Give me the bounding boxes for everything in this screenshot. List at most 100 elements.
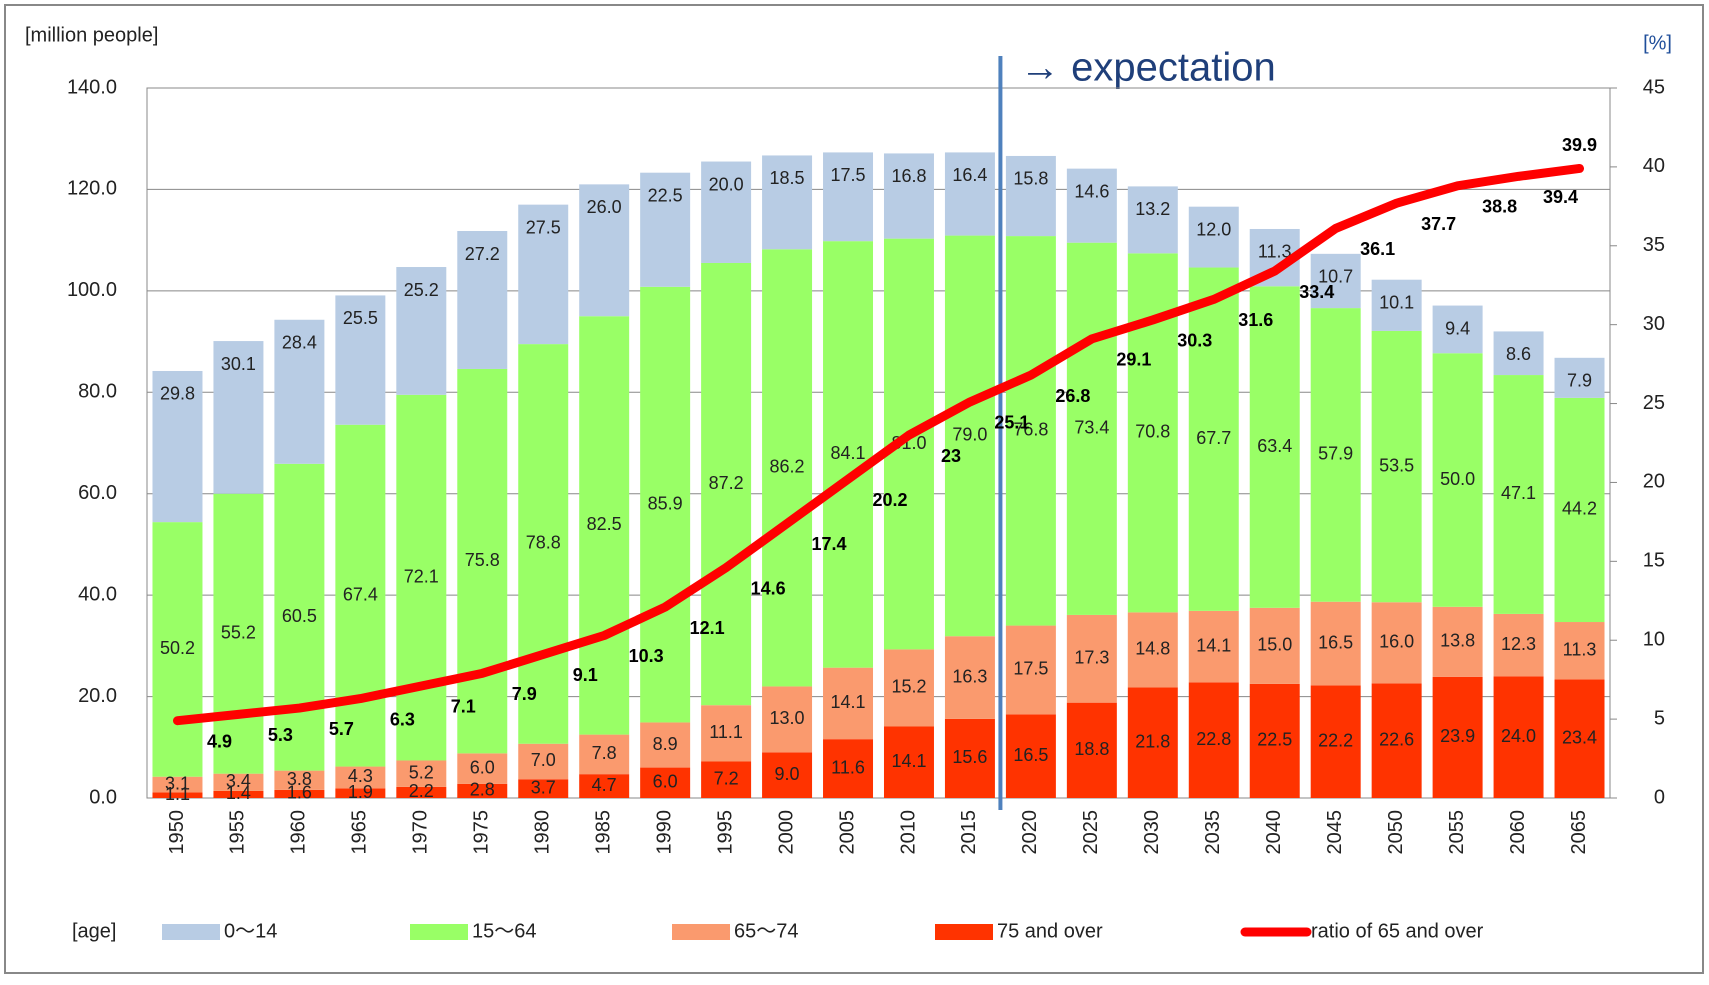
data-label: 87.2	[709, 473, 744, 493]
bar-segment	[1493, 375, 1544, 614]
y2-tick-label: 10	[1643, 629, 1665, 651]
data-label: 1.9	[348, 782, 373, 802]
data-label: 22.5	[648, 185, 683, 205]
bar-segment	[1493, 676, 1544, 798]
x-tick-label: 1955	[227, 810, 249, 855]
ratio-line	[172, 163, 1585, 726]
bar-segment	[335, 424, 386, 767]
data-label: 75.8	[465, 550, 500, 570]
bar-segment	[640, 722, 691, 768]
bar-segment	[1554, 679, 1605, 798]
bar-segment	[213, 790, 264, 798]
bar-segment	[1005, 625, 1056, 715]
x-tick-label: 1960	[288, 810, 310, 855]
x-tick-label: 2005	[836, 810, 858, 855]
bar-segment	[1066, 168, 1117, 243]
data-label: 26.0	[587, 197, 622, 217]
bar-segment	[1493, 613, 1544, 677]
data-label: 3.4	[226, 771, 251, 791]
data-label: 86.2	[770, 457, 805, 477]
data-label: 12.0	[1196, 219, 1231, 239]
x-tick-label: 2015	[958, 810, 980, 855]
bar-segment	[823, 152, 874, 242]
bar-segment	[579, 734, 630, 775]
data-label: 11.1	[709, 722, 743, 742]
legend-label: 0〜14	[224, 920, 277, 942]
bar-segment	[396, 394, 447, 761]
bar-segment	[1371, 330, 1422, 603]
bar-segment	[1249, 286, 1300, 608]
data-label: 44.2	[1562, 499, 1597, 519]
data-label: 14.1	[891, 751, 926, 771]
data-label: 15.2	[891, 677, 926, 697]
bar-segment	[152, 522, 203, 777]
data-label: 2.2	[409, 781, 434, 801]
data-label: 78.8	[526, 533, 561, 553]
ratio-label: 31.6	[1238, 310, 1273, 330]
ratio-label: 4.9	[207, 731, 232, 751]
legend-label: 75 and over	[997, 920, 1103, 942]
data-label: 7.8	[592, 743, 617, 763]
data-label: 67.7	[1196, 428, 1231, 448]
data-label: 23.9	[1440, 726, 1475, 746]
bar-segment	[152, 792, 203, 798]
data-label: 63.4	[1257, 436, 1292, 456]
bar-segment	[335, 788, 386, 798]
bar-segment	[396, 267, 447, 395]
bar-segment	[762, 249, 813, 687]
data-label: 17.3	[1074, 648, 1109, 668]
bar-segment	[1310, 308, 1361, 602]
data-label: 7.0	[531, 750, 556, 770]
data-label: 60.5	[282, 606, 317, 626]
y-tick-label: 20.0	[78, 685, 117, 707]
ratio-label: 14.6	[751, 578, 786, 598]
y-tick-label: 140.0	[67, 76, 117, 98]
bar-segment	[274, 463, 325, 771]
data-label: 18.8	[1074, 739, 1109, 759]
ratio-label: 17.4	[812, 534, 847, 554]
ratio-label: 39.4	[1543, 187, 1578, 207]
bar-segment	[396, 760, 447, 787]
bar-segment	[457, 368, 508, 754]
x-tick-label: 2020	[1019, 810, 1041, 855]
data-label: 7.2	[714, 768, 739, 788]
bar-segment	[1554, 622, 1605, 680]
y-tick-label: 40.0	[78, 583, 117, 605]
data-label: 57.9	[1318, 444, 1353, 464]
legend-swatch	[935, 924, 993, 940]
bar-segment	[457, 231, 508, 369]
data-label: 22.2	[1318, 730, 1353, 750]
bar-segment	[762, 686, 813, 753]
data-label: 14.1	[1196, 635, 1231, 655]
bar-segment	[944, 718, 995, 798]
data-label: 22.5	[1257, 730, 1292, 750]
data-label: 11.3	[1258, 242, 1292, 262]
bar-segment	[1005, 236, 1056, 626]
data-label: 6.0	[653, 772, 678, 792]
x-tick-label: 2060	[1507, 810, 1529, 855]
bar-segment	[1066, 614, 1117, 703]
bar-segment	[152, 370, 203, 523]
legend-swatch	[672, 924, 730, 940]
ratio-label: 23	[941, 446, 961, 466]
y-axis-label: [million people]	[25, 24, 158, 46]
bar-segment	[1493, 331, 1544, 376]
y-tick-label: 60.0	[78, 482, 117, 504]
bar-segment	[579, 316, 630, 735]
bar-segment	[1127, 612, 1178, 688]
data-label: 25.5	[343, 308, 378, 328]
bar-segment	[1432, 305, 1483, 354]
y-tick-label: 120.0	[67, 178, 117, 200]
bar-segment	[1310, 685, 1361, 798]
bar-segment	[762, 155, 813, 250]
y2-tick-label: 35	[1643, 234, 1665, 256]
data-label: 22.6	[1379, 729, 1414, 749]
data-label: 82.5	[587, 514, 622, 534]
data-label: 4.7	[592, 775, 617, 795]
data-label: 30.1	[221, 354, 256, 374]
y2-tick-label: 30	[1643, 313, 1665, 335]
legend-swatch	[410, 924, 468, 940]
bar-segment	[823, 667, 874, 740]
x-tick-label: 2030	[1141, 810, 1163, 855]
